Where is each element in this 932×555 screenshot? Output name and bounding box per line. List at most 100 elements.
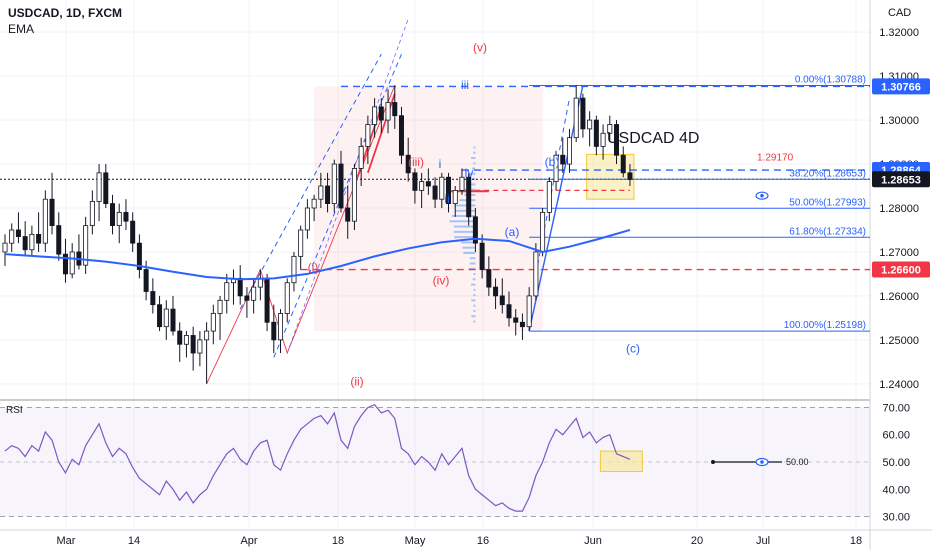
price-tick[interactable]: 1.32000 bbox=[879, 27, 919, 39]
candle-body[interactable] bbox=[190, 335, 196, 354]
time-tick[interactable]: 16 bbox=[477, 535, 489, 547]
candle-body[interactable] bbox=[506, 304, 512, 319]
candle-body[interactable] bbox=[42, 198, 48, 244]
candle-body[interactable] bbox=[163, 308, 169, 328]
candle-body[interactable] bbox=[2, 242, 8, 253]
time-tick[interactable]: 20 bbox=[691, 535, 703, 547]
candle-body[interactable] bbox=[56, 225, 62, 255]
candle-body[interactable] bbox=[351, 168, 357, 222]
candle-body[interactable] bbox=[560, 154, 566, 165]
candle-body[interactable] bbox=[331, 163, 337, 204]
candle-body[interactable] bbox=[526, 295, 532, 328]
candle-body[interactable] bbox=[15, 229, 21, 237]
candle-body[interactable] bbox=[425, 181, 431, 187]
candle-body[interactable] bbox=[89, 201, 95, 226]
candle-body[interactable] bbox=[9, 229, 15, 244]
ema-line[interactable] bbox=[4, 229, 631, 281]
time-tick[interactable]: Mar bbox=[57, 535, 76, 547]
candle-body[interactable] bbox=[123, 211, 129, 222]
candle-body[interactable] bbox=[614, 124, 620, 156]
candle-body[interactable] bbox=[486, 269, 492, 288]
candle-body[interactable] bbox=[36, 233, 42, 244]
candle-body[interactable] bbox=[318, 185, 324, 200]
candle-body[interactable] bbox=[136, 242, 142, 270]
candle-body[interactable] bbox=[600, 132, 606, 147]
time-tick[interactable]: 18 bbox=[850, 535, 862, 547]
candle-body[interactable] bbox=[311, 198, 317, 209]
price-tick[interactable]: 1.26000 bbox=[879, 291, 919, 303]
candle-body[interactable] bbox=[264, 277, 270, 323]
time-axis[interactable]: Mar 14 Apr 18 May 16 Jun 20 Jul 18 bbox=[57, 535, 863, 547]
candle-body[interactable] bbox=[217, 299, 223, 314]
candle-body[interactable] bbox=[452, 190, 458, 204]
candle-body[interactable] bbox=[466, 176, 472, 218]
price-tick[interactable]: 1.28000 bbox=[879, 203, 919, 215]
candle-body[interactable] bbox=[587, 119, 593, 130]
candle-body[interactable] bbox=[325, 185, 331, 204]
candle-body[interactable] bbox=[345, 207, 351, 222]
candle-body[interactable] bbox=[405, 154, 411, 174]
candle-body[interactable] bbox=[553, 154, 559, 183]
candle-body[interactable] bbox=[103, 172, 109, 204]
candle-body[interactable] bbox=[439, 176, 445, 200]
candle-body[interactable] bbox=[170, 308, 176, 332]
candle-body[interactable] bbox=[110, 203, 116, 226]
candle-body[interactable] bbox=[372, 106, 378, 125]
price-tick[interactable]: 1.30000 bbox=[879, 115, 919, 127]
candle-body[interactable] bbox=[519, 321, 525, 328]
candle-body[interactable] bbox=[398, 115, 404, 156]
candle-body[interactable] bbox=[304, 207, 310, 231]
candle-body[interactable] bbox=[69, 251, 75, 275]
candle-body[interactable] bbox=[278, 313, 284, 341]
time-tick[interactable]: Jul bbox=[756, 535, 770, 547]
ema-line[interactable] bbox=[4, 229, 631, 281]
candle-body[interactable] bbox=[513, 317, 519, 323]
candle-body[interactable] bbox=[251, 286, 257, 301]
candle-body[interactable] bbox=[204, 330, 210, 341]
candle-body[interactable] bbox=[157, 304, 163, 328]
candle-body[interactable] bbox=[197, 339, 203, 354]
candle-body[interactable] bbox=[446, 176, 452, 204]
rsi-title[interactable]: RSI bbox=[6, 405, 23, 416]
candle-body[interactable] bbox=[378, 106, 384, 121]
candle-body[interactable] bbox=[298, 229, 304, 257]
price-axis[interactable]: CAD1.320001.310001.300001.290001.280001.… bbox=[872, 7, 930, 391]
candle-body[interactable] bbox=[580, 97, 586, 130]
price-badge[interactable] bbox=[872, 261, 930, 278]
rsi-panel[interactable]: 50.00 RSI 70.00 60.00 50.00 40.00 30.00 bbox=[0, 402, 910, 524]
candle-body[interactable] bbox=[183, 335, 189, 345]
price-badge[interactable] bbox=[872, 78, 930, 95]
candle-body[interactable] bbox=[365, 124, 371, 147]
candle-body[interactable] bbox=[412, 172, 418, 191]
candle-body[interactable] bbox=[22, 236, 28, 251]
candle-body[interactable] bbox=[244, 295, 250, 301]
candle-body[interactable] bbox=[493, 286, 499, 297]
candle-body[interactable] bbox=[96, 172, 102, 202]
candle-body[interactable] bbox=[546, 181, 552, 213]
candle-body[interactable] bbox=[459, 176, 465, 191]
candle-body[interactable] bbox=[358, 146, 364, 169]
candle-body[interactable] bbox=[607, 124, 613, 134]
candle-body[interactable] bbox=[210, 313, 216, 332]
price-badge[interactable] bbox=[872, 171, 930, 188]
indicator-label[interactable]: EMA bbox=[8, 22, 35, 36]
candle-body[interactable] bbox=[130, 220, 136, 244]
candle-body[interactable] bbox=[479, 242, 485, 270]
candle-body[interactable] bbox=[338, 163, 344, 209]
candle-body[interactable] bbox=[291, 255, 297, 284]
candle-body[interactable] bbox=[143, 269, 149, 292]
candle-body[interactable] bbox=[472, 216, 478, 244]
candle-body[interactable] bbox=[62, 253, 68, 275]
candle-body[interactable] bbox=[499, 295, 505, 306]
price-tick[interactable]: 1.27000 bbox=[879, 247, 919, 259]
candle-body[interactable] bbox=[419, 181, 425, 191]
candle-body[interactable] bbox=[150, 291, 156, 306]
time-tick[interactable]: Apr bbox=[240, 535, 257, 547]
rsi-line[interactable] bbox=[4, 404, 631, 512]
candle-body[interactable] bbox=[116, 211, 122, 226]
candle-body[interactable] bbox=[620, 154, 626, 174]
candle-body[interactable] bbox=[593, 119, 599, 147]
candle-body[interactable] bbox=[385, 102, 391, 121]
time-tick[interactable]: 14 bbox=[128, 535, 140, 547]
